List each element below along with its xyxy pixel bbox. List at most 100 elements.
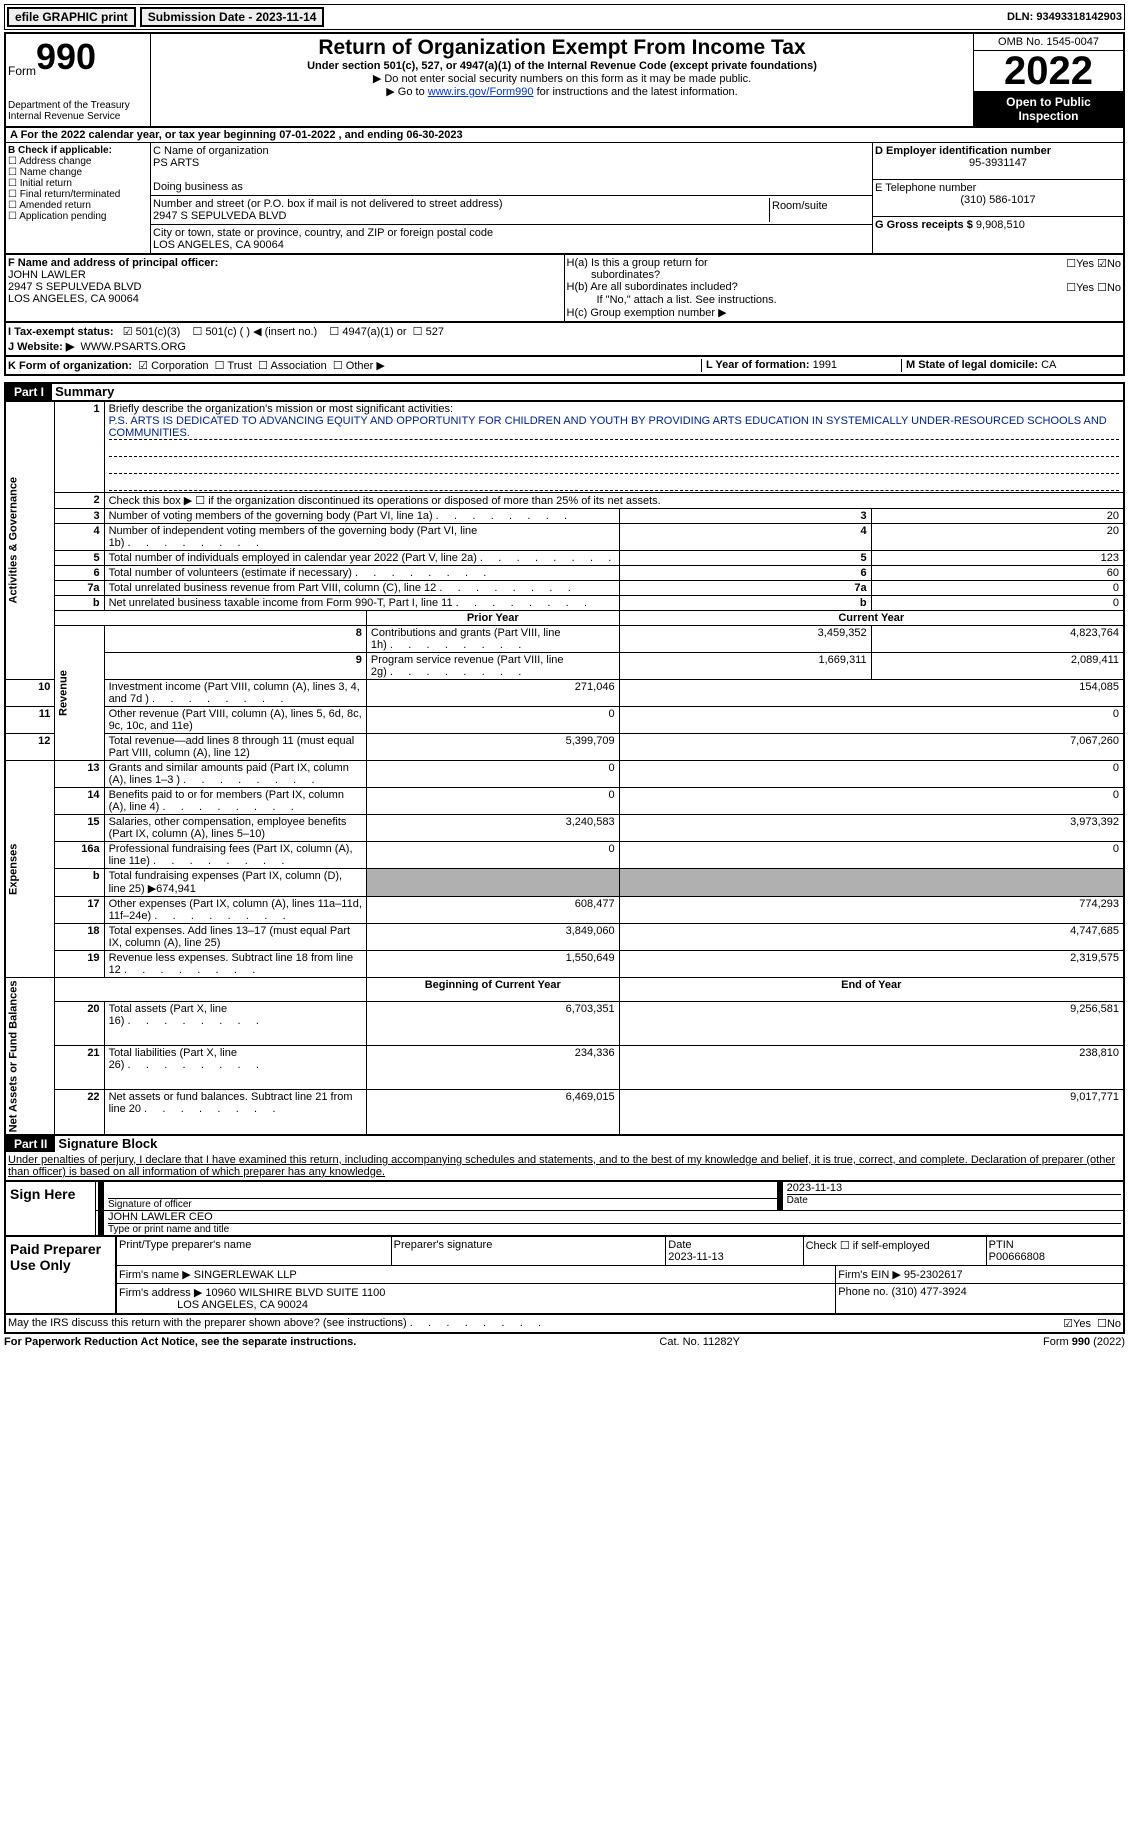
side-governance: Activities & Governance — [5, 401, 55, 680]
discuss-no[interactable]: No — [1107, 1318, 1121, 1330]
form-title: Return of Organization Exempt From Incom… — [153, 36, 971, 60]
exp-line-18: Total expenses. Add lines 13–17 (must eq… — [104, 924, 366, 951]
phone-value: (310) 586-1017 — [875, 194, 1121, 206]
discuss-text: May the IRS discuss this return with the… — [8, 1317, 541, 1330]
firm-name-value: SINGERLEWAK LLP — [194, 1269, 297, 1281]
k-corp[interactable]: Corporation — [151, 360, 208, 372]
gov-line-7a: Total unrelated business revenue from Pa… — [104, 581, 619, 596]
org-name: PS ARTS — [153, 157, 870, 169]
cat-number: Cat. No. 11282Y — [659, 1336, 740, 1348]
ein-label: D Employer identification number — [875, 145, 1051, 157]
chk-application-pending[interactable]: Application pending — [19, 211, 106, 222]
sign-here-label: Sign Here — [6, 1182, 96, 1235]
chk-amended[interactable]: Amended return — [19, 200, 91, 211]
state-domicile-value: CA — [1041, 359, 1056, 371]
firm-addr-label: Firm's address ▶ — [119, 1287, 202, 1299]
exp-line-13: Grants and similar amounts paid (Part IX… — [104, 761, 366, 788]
officer-name: JOHN LAWLER — [8, 269, 86, 281]
tax-status-label: I Tax-exempt status: — [8, 326, 114, 338]
submission-date-button[interactable]: Submission Date - 2023-11-14 — [140, 7, 325, 27]
part2-header: Part II — [6, 1136, 55, 1152]
gov-line-5: Total number of individuals employed in … — [104, 551, 619, 566]
tax-year: 2022 — [974, 51, 1123, 92]
officer-addr2: LOS ANGELES, CA 90064 — [8, 293, 139, 305]
dba-label: Doing business as — [153, 181, 870, 193]
discuss-yes[interactable]: Yes — [1073, 1318, 1091, 1330]
year-formation-label: L Year of formation: — [706, 359, 810, 371]
rev-line-12: Total revenue—add lines 8 through 11 (mu… — [104, 734, 366, 761]
q1-label: Briefly describe the organization's miss… — [109, 403, 453, 415]
firm-ein-label: Firm's EIN ▶ — [838, 1269, 901, 1281]
ha-yes[interactable]: Yes — [1076, 258, 1094, 270]
officer-addr1: 2947 S SEPULVEDA BLVD — [8, 281, 142, 293]
rev-line-9: Program service revenue (Part VIII, line… — [366, 653, 619, 680]
status-527[interactable]: 527 — [426, 326, 444, 338]
part1-title: Summary — [55, 384, 114, 399]
form-subtitle-1: Under section 501(c), 527, or 4947(a)(1)… — [153, 60, 971, 72]
k-other[interactable]: Other ▶ — [346, 360, 385, 372]
chk-name-change[interactable]: Name change — [20, 167, 82, 178]
side-netassets: Net Assets or Fund Balances — [5, 978, 55, 1135]
rev-line-10: Investment income (Part VIII, column (A)… — [104, 680, 366, 707]
print-name-label: Print/Type preparer's name — [116, 1237, 391, 1265]
prep-sig-label: Preparer's signature — [391, 1237, 666, 1265]
ha-no[interactable]: No — [1107, 258, 1121, 270]
exp-line-16b: Total fundraising expenses (Part IX, col… — [104, 869, 366, 897]
officer-label: F Name and address of principal officer: — [8, 257, 218, 269]
dept-treasury: Department of the Treasury — [8, 100, 148, 111]
form-header: Form990 Department of the Treasury Inter… — [4, 32, 1125, 128]
chk-final-return[interactable]: Final return/terminated — [20, 189, 121, 200]
status-501c3[interactable]: 501(c)(3) — [136, 326, 181, 338]
ptin-label: PTIN — [989, 1239, 1014, 1251]
top-bar: efile GRAPHIC print Submission Date - 20… — [4, 4, 1125, 30]
public-inspection: Open to Public Inspection — [974, 92, 1123, 126]
chk-initial-return[interactable]: Initial return — [20, 178, 72, 189]
chk-address-change[interactable]: Address change — [19, 156, 91, 167]
status-4947[interactable]: 4947(a)(1) or — [342, 326, 406, 338]
begin-year-header: Beginning of Current Year — [366, 978, 619, 1002]
status-website-block: I Tax-exempt status: ☑ 501(c)(3) ☐ 501(c… — [4, 323, 1125, 357]
prior-year-header: Prior Year — [366, 611, 619, 626]
side-expenses: Expenses — [5, 761, 55, 978]
form-subtitle-2: ▶ Do not enter social security numbers o… — [153, 72, 971, 85]
exp-line-19: Revenue less expenses. Subtract line 18 … — [104, 951, 366, 978]
summary-table: Activities & Governance 1 Briefly descri… — [4, 400, 1125, 1136]
goto-prefix: ▶ Go to — [386, 86, 427, 98]
current-year-header: Current Year — [619, 611, 1124, 626]
self-employed-check[interactable]: Check ☐ if self-employed — [803, 1237, 986, 1265]
sig-date-value: 2023-11-13 — [787, 1182, 1121, 1194]
gov-line-4: Number of independent voting members of … — [104, 524, 619, 551]
firm-ein-value: 95-2302617 — [904, 1269, 963, 1281]
k-row: K Form of organization: ☑ Corporation ☐ … — [4, 357, 1125, 376]
rev-line-8: Contributions and grants (Part VIII, lin… — [366, 626, 619, 653]
hb-yes[interactable]: Yes — [1076, 282, 1094, 294]
ha-label: H(a) Is this a group return for — [567, 257, 708, 269]
part2-title: Signature Block — [58, 1136, 157, 1151]
officer-name-title: JOHN LAWLER CEO — [108, 1211, 1121, 1223]
net-line-20: Total assets (Part X, line 16) — [104, 1002, 366, 1046]
efile-print-button[interactable]: efile GRAPHIC print — [7, 7, 136, 27]
room-suite-label: Room/suite — [770, 198, 870, 222]
website-value: WWW.PSARTS.ORG — [80, 341, 186, 353]
firm-name-label: Firm's name ▶ — [119, 1269, 191, 1281]
street-value: 2947 S SEPULVEDA BLVD — [153, 210, 769, 222]
hb-no[interactable]: No — [1107, 282, 1121, 294]
gov-line-6: Total number of volunteers (estimate if … — [104, 566, 619, 581]
type-name-label: Type or print name and title — [108, 1223, 1121, 1235]
form-org-label: K Form of organization: — [8, 360, 132, 372]
form-word: Form — [8, 64, 36, 78]
officer-group-block: F Name and address of principal officer:… — [4, 255, 1125, 323]
dept-irs: Internal Revenue Service — [8, 111, 148, 122]
year-formation-value: 1991 — [813, 359, 837, 371]
side-revenue: Revenue — [55, 626, 104, 761]
irs-link[interactable]: www.irs.gov/Form990 — [428, 86, 534, 98]
form-number: 990 — [36, 36, 96, 77]
state-domicile-label: M State of legal domicile: — [906, 359, 1038, 371]
firm-phone-label: Phone no. — [838, 1286, 888, 1298]
website-label: J Website: ▶ — [8, 341, 74, 353]
street-label: Number and street (or P.O. box if mail i… — [153, 198, 769, 210]
k-assoc[interactable]: Association — [271, 360, 327, 372]
city-value: LOS ANGELES, CA 90064 — [153, 239, 870, 251]
k-trust[interactable]: Trust — [227, 360, 252, 372]
status-501c[interactable]: 501(c) ( ) ◀ (insert no.) — [205, 326, 317, 338]
